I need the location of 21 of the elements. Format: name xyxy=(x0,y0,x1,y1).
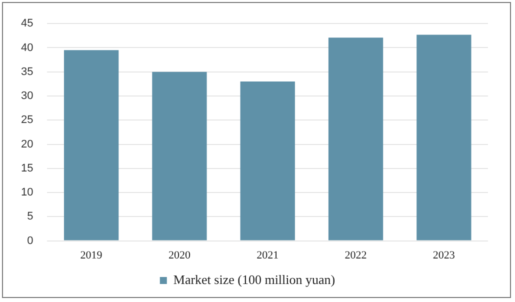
bar xyxy=(64,50,119,240)
legend-label: Market size (100 million yuan) xyxy=(173,272,336,287)
y-tick-label: 45 xyxy=(20,18,34,30)
x-tick-label: 2023 xyxy=(432,249,456,262)
y-tick-label: 20 xyxy=(20,138,34,150)
x-tick-label: 2019 xyxy=(80,249,103,262)
y-tick-label: 10 xyxy=(20,186,34,199)
y-tick-label: 5 xyxy=(27,210,34,223)
x-tick-label: 2020 xyxy=(168,249,191,262)
x-tick-label: 2021 xyxy=(256,249,279,262)
y-tick-label: 0 xyxy=(27,234,34,247)
bar xyxy=(152,72,207,240)
bar xyxy=(416,34,472,240)
y-tick-label: 30 xyxy=(20,90,34,102)
bar xyxy=(240,82,295,240)
y-tick-label: 25 xyxy=(20,114,34,126)
x-tick-label: 2022 xyxy=(344,249,367,262)
y-tick-label: 35 xyxy=(20,66,34,78)
y-tick-label: 40 xyxy=(20,42,34,54)
bar xyxy=(328,38,384,240)
y-tick-label: 15 xyxy=(20,162,34,174)
